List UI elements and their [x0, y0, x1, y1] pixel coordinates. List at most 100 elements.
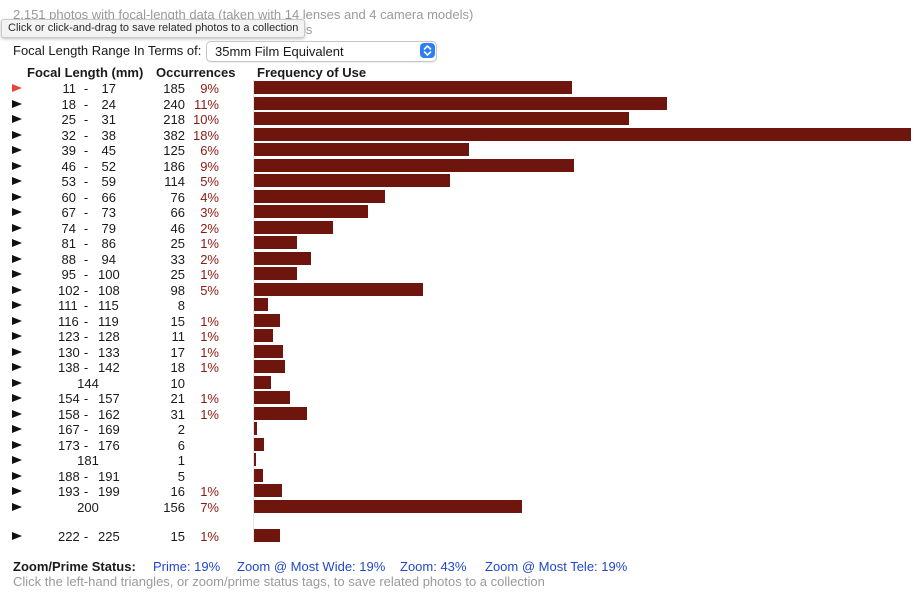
table-row: 60-66 76 4%: [0, 189, 923, 205]
frequency-bar[interactable]: [254, 127, 911, 141]
percentage-label: 18%: [193, 127, 220, 143]
focal-length-low: 116: [58, 313, 79, 329]
frequency-bar[interactable]: [254, 453, 256, 466]
focal-length-low: 167: [58, 422, 80, 437]
frequency-bar[interactable]: [254, 205, 368, 218]
play-triangle-icon[interactable]: [12, 378, 22, 387]
frequency-bar[interactable]: [254, 406, 307, 420]
play-triangle-icon[interactable]: [12, 223, 22, 232]
play-triangle-icon[interactable]: [12, 301, 22, 309]
focal-length-low: 111: [58, 298, 78, 313]
occurrence-count: 125: [163, 143, 185, 158]
focal-length-low: 46: [61, 158, 76, 174]
play-triangle-icon[interactable]: [12, 409, 22, 418]
focal-length-high: 94: [101, 251, 116, 267]
focal-length-value: 144: [77, 375, 99, 391]
play-triangle-icon[interactable]: [12, 192, 22, 201]
play-triangle-icon[interactable]: [12, 285, 22, 294]
range-dash: -: [83, 189, 89, 205]
focal-length-high: 79: [101, 220, 116, 236]
play-triangle-icon[interactable]: [12, 239, 22, 247]
frequency-bar[interactable]: [254, 529, 280, 542]
frequency-bar[interactable]: [254, 282, 423, 296]
focal-length-low: 81: [61, 236, 76, 251]
percentage-label: 1%: [200, 329, 219, 344]
frequency-bar[interactable]: [254, 422, 257, 435]
play-triangle-icon[interactable]: [12, 394, 22, 402]
frequency-bar[interactable]: [254, 313, 280, 327]
frequency-bar[interactable]: [254, 391, 290, 404]
play-triangle-icon[interactable]: [12, 161, 22, 170]
frequency-bar[interactable]: [254, 220, 333, 234]
table-row: 222-225 15 1%: [0, 529, 923, 544]
zoom-most-tele-tag[interactable]: Zoom @ Most Tele: 19%: [485, 559, 628, 574]
frequency-bar[interactable]: [254, 81, 572, 94]
play-triangle-icon[interactable]: [12, 254, 22, 263]
frequency-bar[interactable]: [254, 143, 469, 156]
table-row: 173-176 6: [0, 437, 923, 453]
play-triangle-icon[interactable]: [12, 363, 22, 371]
zoom-status-tag[interactable]: Zoom: 43%: [400, 559, 467, 574]
frequency-bar[interactable]: [254, 298, 268, 311]
percentage-label: 1%: [200, 360, 219, 375]
frequency-bar[interactable]: [254, 158, 574, 172]
play-triangle-icon[interactable]: [12, 84, 22, 92]
range-dash: -: [83, 298, 89, 313]
percentage-label: 9%: [200, 158, 219, 174]
focal-length-low: 67: [61, 205, 76, 220]
frequency-bar[interactable]: [254, 174, 450, 187]
play-triangle-icon[interactable]: [12, 99, 22, 108]
focal-length-value: 181: [77, 453, 99, 468]
play-triangle-icon[interactable]: [12, 130, 22, 139]
zoom-most-wide-tag[interactable]: Zoom @ Most Wide: 19%: [237, 559, 386, 574]
frequency-bar[interactable]: [254, 468, 263, 482]
frequency-bar[interactable]: [254, 267, 297, 280]
focal-range-select[interactable]: 35mm Film Equivalent: [206, 41, 437, 62]
play-triangle-icon[interactable]: [12, 487, 22, 495]
frequency-bar[interactable]: [254, 329, 273, 342]
frequency-bar[interactable]: [254, 499, 522, 513]
play-triangle-icon[interactable]: [12, 332, 22, 340]
frequency-bar[interactable]: [254, 236, 297, 249]
play-triangle-icon[interactable]: [12, 456, 22, 464]
focal-length-high: 66: [101, 189, 116, 205]
play-triangle-icon[interactable]: [12, 425, 22, 433]
play-triangle-icon[interactable]: [12, 316, 22, 325]
prime-status-tag[interactable]: Prime: 19%: [153, 559, 221, 574]
frequency-bar[interactable]: [254, 344, 283, 358]
focal-length-low: 74: [61, 220, 76, 236]
frequency-bar[interactable]: [254, 360, 285, 373]
header-occurrences: Occurrences: [156, 65, 236, 80]
occurrence-count: 76: [170, 189, 185, 205]
focal-length-low: 60: [61, 189, 76, 205]
focal-length-low: 138: [58, 360, 80, 375]
occurrence-count: 25: [170, 236, 185, 251]
focal-length-high: 86: [101, 236, 116, 251]
frequency-bar[interactable]: [254, 437, 264, 451]
play-triangle-icon[interactable]: [12, 208, 22, 216]
range-dash: -: [83, 422, 89, 437]
play-triangle-icon[interactable]: [12, 471, 22, 480]
play-triangle-icon[interactable]: [12, 347, 22, 356]
occurrence-count: 1: [177, 453, 185, 468]
frequency-bar[interactable]: [254, 375, 271, 389]
frequency-bar[interactable]: [254, 189, 385, 203]
frequency-bar[interactable]: [254, 484, 282, 497]
focal-length-low: 222: [58, 529, 80, 544]
chart-axis: [253, 80, 254, 543]
table-row: 67-73 66 3%: [0, 205, 923, 220]
play-triangle-icon[interactable]: [12, 146, 22, 154]
play-triangle-icon[interactable]: [12, 270, 22, 278]
frequency-bar[interactable]: [254, 251, 311, 265]
frequency-bar[interactable]: [254, 112, 629, 125]
table-row: 167-169 2: [0, 422, 923, 437]
frequency-bar[interactable]: [254, 96, 667, 110]
focal-length-low: 32: [61, 127, 76, 143]
play-triangle-icon[interactable]: [12, 440, 22, 449]
play-triangle-icon[interactable]: [12, 502, 22, 511]
play-triangle-icon[interactable]: [12, 115, 22, 123]
occurrence-count: 2: [177, 422, 185, 437]
focal-length-low: 88: [61, 251, 76, 267]
play-triangle-icon[interactable]: [12, 532, 22, 540]
play-triangle-icon[interactable]: [12, 177, 22, 185]
